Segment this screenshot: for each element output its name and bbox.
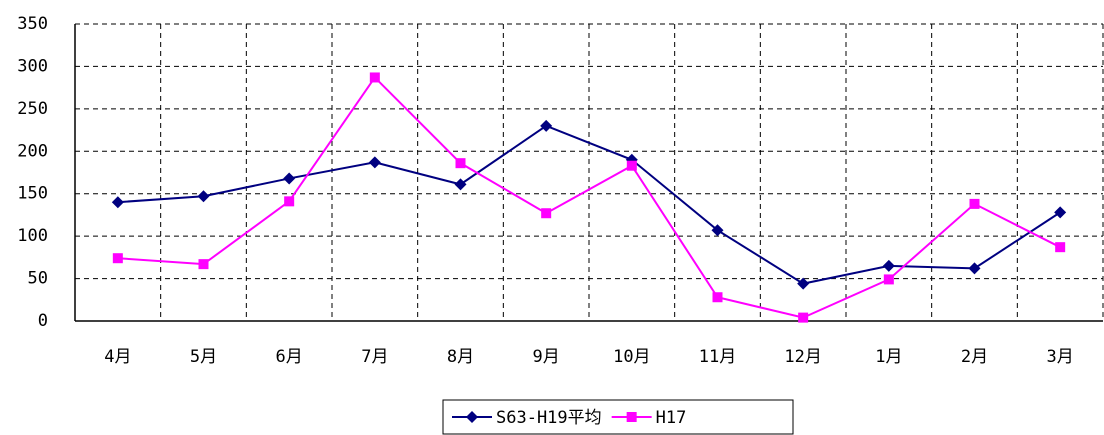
data-point [540,119,553,132]
data-point [1054,206,1067,219]
x-tick-label: 7月 [361,347,388,367]
data-point [883,274,894,285]
data-point [283,172,296,185]
x-tick-label: 3月 [1047,347,1074,367]
data-point [712,292,723,303]
data-point [882,259,895,272]
x-tick-label: 11月 [699,347,736,367]
x-tick-label: 2月 [961,347,988,367]
data-point [455,158,466,169]
y-tick-label: 300 [17,56,48,76]
y-tick-label: 0 [38,311,48,331]
data-point [541,208,552,219]
data-point [369,72,380,83]
y-tick-label: 100 [17,226,48,246]
data-point [111,196,124,209]
x-tick-label: 12月 [784,347,821,367]
data-point [368,156,381,169]
data-point [284,196,295,207]
data-point [198,259,209,270]
legend-label: H17 [656,408,687,428]
data-point [112,253,123,264]
data-point [711,224,724,237]
data-point [626,160,637,171]
legend-label: S63-H19平均 [496,408,602,428]
data-point [1055,242,1066,253]
x-tick-label: 9月 [533,347,560,367]
data-point [968,262,981,275]
x-tick-label: 8月 [447,347,474,367]
x-tick-label: 5月 [190,347,217,367]
x-tick-label: 4月 [104,347,131,367]
data-point [797,277,810,290]
legend-marker [626,412,637,422]
series-line [117,75,1061,319]
y-tick-label: 200 [17,141,48,161]
y-tick-label: 50 [28,269,48,289]
data-point [798,312,809,323]
y-tick-label: 350 [17,14,48,34]
y-tick-label: 250 [17,99,48,119]
x-tick-label: 10月 [613,347,650,367]
data-point [454,178,467,191]
legend-marker [466,411,478,423]
data-point [969,198,980,209]
y-tick-label: 150 [17,184,48,204]
x-tick-label: 6月 [276,347,303,367]
x-tick-label: 1月 [875,347,902,367]
data-point [197,190,210,203]
